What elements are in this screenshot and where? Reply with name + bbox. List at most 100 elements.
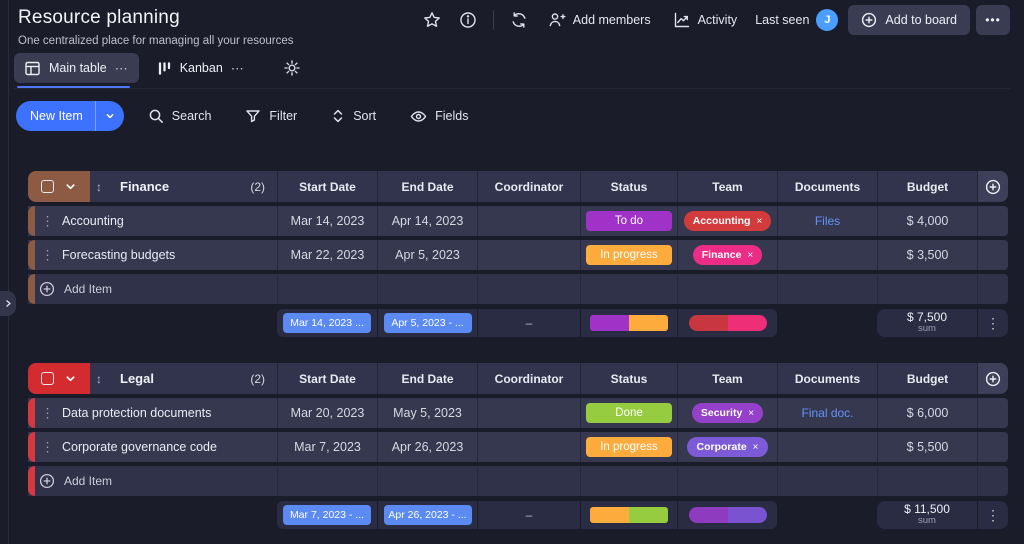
date-range-pill[interactable]: Mar 14, 2023 ... xyxy=(283,313,371,333)
budget-cell[interactable]: $ 3,500 xyxy=(877,240,977,270)
team-tag[interactable]: Finance × xyxy=(692,245,763,265)
group-drag-icon[interactable]: ↕ xyxy=(96,371,102,386)
summary-menu-button[interactable]: ⋮ xyxy=(977,309,1008,337)
item-name-cell[interactable]: ⋮ Accounting xyxy=(28,206,277,236)
status-pill[interactable]: In progress xyxy=(586,437,672,457)
status-cell[interactable]: Done xyxy=(580,398,677,428)
column-header-start-date[interactable]: Start Date xyxy=(277,363,377,394)
team-distribution-bar[interactable] xyxy=(688,507,767,523)
fields-button[interactable]: Fields xyxy=(400,101,478,131)
team-tag[interactable]: Corporate × xyxy=(687,437,768,457)
coordinator-cell[interactable] xyxy=(477,432,580,462)
end-date-cell[interactable]: Apr 26, 2023 xyxy=(377,432,477,462)
start-date-cell[interactable]: Mar 20, 2023 xyxy=(277,398,377,428)
team-cell[interactable]: Security × xyxy=(677,398,777,428)
documents-cell[interactable]: Final doc. xyxy=(777,398,877,428)
group-name[interactable]: Legal xyxy=(120,371,154,386)
info-button[interactable] xyxy=(453,6,483,34)
tab-options-icon[interactable]: ⋯ xyxy=(230,60,245,76)
date-range-pill[interactable]: Mar 7, 2023 - ... xyxy=(283,505,371,525)
filter-button[interactable]: Filter xyxy=(235,101,307,131)
row-menu-icon[interactable]: ⋮ xyxy=(41,439,54,455)
end-date-cell[interactable]: May 5, 2023 xyxy=(377,398,477,428)
date-range-pill[interactable]: Apr 5, 2023 - ... xyxy=(383,313,472,333)
group-color-pill[interactable] xyxy=(28,171,90,202)
team-tag[interactable]: Security × xyxy=(691,403,764,423)
item-name-cell[interactable]: ⋮ Corporate governance code xyxy=(28,432,277,462)
column-header-coordinator[interactable]: Coordinator xyxy=(477,363,580,394)
status-pill[interactable]: Done xyxy=(586,403,672,423)
remove-tag-icon[interactable]: × xyxy=(756,215,763,227)
start-date-cell[interactable]: Mar 22, 2023 xyxy=(277,240,377,270)
summary-menu-button[interactable]: ⋮ xyxy=(977,501,1008,529)
start-date-cell[interactable]: Mar 14, 2023 xyxy=(277,206,377,236)
column-header-start-date[interactable]: Start Date xyxy=(277,171,377,202)
row-menu-icon[interactable]: ⋮ xyxy=(41,213,54,229)
column-header-budget[interactable]: Budget xyxy=(877,171,977,202)
budget-cell[interactable]: $ 6,000 xyxy=(877,398,977,428)
column-header-documents[interactable]: Documents xyxy=(777,363,877,394)
column-header-documents[interactable]: Documents xyxy=(777,171,877,202)
avatar[interactable]: J xyxy=(816,9,839,31)
documents-cell[interactable]: Files xyxy=(777,206,877,236)
item-name-cell[interactable]: ⋮ Forecasting budgets xyxy=(28,240,277,270)
row-menu-icon[interactable]: ⋮ xyxy=(41,247,54,263)
add-column-button[interactable] xyxy=(977,363,1008,394)
document-link[interactable]: Files xyxy=(814,214,841,228)
item-name-cell[interactable]: ⋮ Data protection documents xyxy=(28,398,277,428)
integrations-button[interactable] xyxy=(504,6,534,34)
group-checkbox[interactable] xyxy=(41,180,54,193)
group-checkbox[interactable] xyxy=(41,372,54,385)
tab-kanban[interactable]: Kanban ⋯ xyxy=(147,53,255,83)
board-more-button[interactable]: ••• xyxy=(976,5,1010,35)
documents-cell[interactable] xyxy=(777,432,877,462)
tab-options-icon[interactable]: ⋯ xyxy=(114,60,129,76)
row-menu-icon[interactable]: ⋮ xyxy=(41,405,54,421)
board-settings-button[interactable] xyxy=(277,54,307,82)
column-header-end-date[interactable]: End Date xyxy=(377,363,477,394)
add-column-button[interactable] xyxy=(977,171,1008,202)
search-button[interactable]: Search xyxy=(138,101,222,131)
end-date-cell[interactable]: Apr 14, 2023 xyxy=(377,206,477,236)
team-cell[interactable]: Accounting × xyxy=(677,206,777,236)
budget-cell[interactable]: $ 5,500 xyxy=(877,432,977,462)
team-distribution-bar[interactable] xyxy=(688,315,767,331)
tab-main-table[interactable]: Main table ⋯ xyxy=(14,53,139,83)
coordinator-cell[interactable] xyxy=(477,240,580,270)
add-item-button[interactable]: Add Item xyxy=(28,466,277,496)
team-tag[interactable]: Accounting × xyxy=(683,211,772,231)
summary-budget-cell[interactable]: $ 11,500 sum xyxy=(877,501,977,529)
chevron-down-icon[interactable] xyxy=(65,181,76,192)
column-header-status[interactable]: Status xyxy=(580,363,677,394)
activity-button[interactable]: Activity xyxy=(665,6,746,34)
group-color-pill[interactable] xyxy=(28,363,90,394)
add-item-button[interactable]: Add Item xyxy=(28,274,277,304)
status-cell[interactable]: In progress xyxy=(580,240,677,270)
favorite-button[interactable] xyxy=(417,6,447,34)
summary-budget-cell[interactable]: $ 7,500 sum xyxy=(877,309,977,337)
team-cell[interactable]: Finance × xyxy=(677,240,777,270)
start-date-cell[interactable]: Mar 7, 2023 xyxy=(277,432,377,462)
chevron-down-icon[interactable] xyxy=(65,373,76,384)
status-distribution-bar[interactable] xyxy=(590,507,668,523)
add-to-board-button[interactable]: Add to board xyxy=(848,5,970,35)
column-header-team[interactable]: Team xyxy=(677,171,777,202)
column-header-budget[interactable]: Budget xyxy=(877,363,977,394)
group-name[interactable]: Finance xyxy=(120,179,170,194)
status-cell[interactable]: To do xyxy=(580,206,677,236)
documents-cell[interactable] xyxy=(777,240,877,270)
add-members-button[interactable]: Add members xyxy=(540,6,659,34)
end-date-cell[interactable]: Apr 5, 2023 xyxy=(377,240,477,270)
last-seen[interactable]: Last seen J xyxy=(751,9,842,31)
remove-tag-icon[interactable]: × xyxy=(747,249,754,261)
remove-tag-icon[interactable]: × xyxy=(752,441,759,453)
column-header-coordinator[interactable]: Coordinator xyxy=(477,171,580,202)
new-item-dropdown[interactable] xyxy=(94,101,124,131)
status-cell[interactable]: In progress xyxy=(580,432,677,462)
column-header-team[interactable]: Team xyxy=(677,363,777,394)
coordinator-cell[interactable] xyxy=(477,206,580,236)
new-item-button[interactable]: New Item xyxy=(16,101,124,131)
team-cell[interactable]: Corporate × xyxy=(677,432,777,462)
status-pill[interactable]: In progress xyxy=(586,245,672,265)
remove-tag-icon[interactable]: × xyxy=(748,407,755,419)
